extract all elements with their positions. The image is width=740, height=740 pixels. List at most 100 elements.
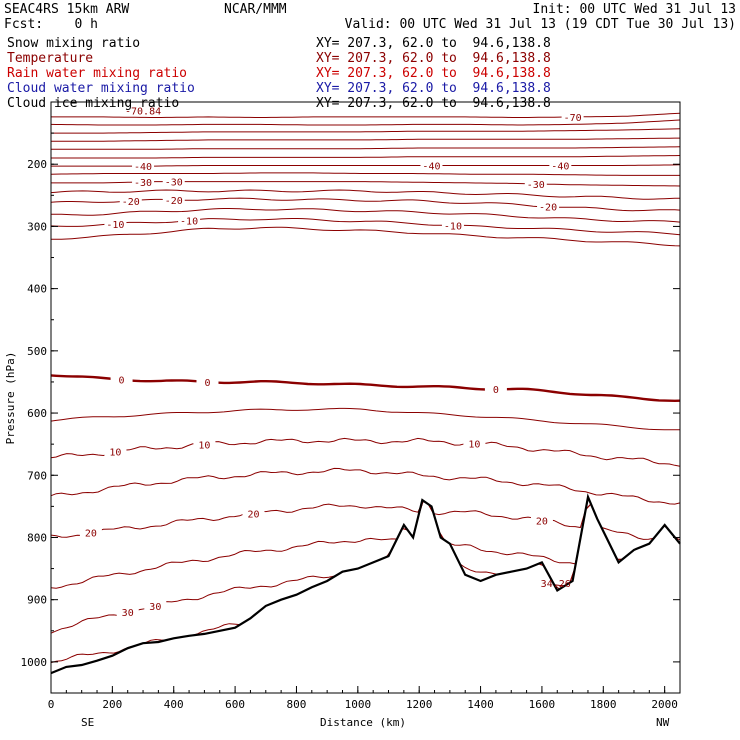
isotherm-line xyxy=(50,208,681,223)
isotherm-line xyxy=(50,437,681,467)
isotherm-label-text: 10 xyxy=(109,448,121,459)
y-tick-label: 800 xyxy=(27,531,47,544)
isotherm-label: 0 xyxy=(484,382,507,396)
isotherm-label: -30 xyxy=(132,175,155,189)
isotherm-label: -20 xyxy=(162,193,185,207)
legend-field-xy: XY= 207.3, 62.0 to 94.6,138.8 xyxy=(316,51,551,66)
y-tick-label: 500 xyxy=(27,345,47,358)
legend-field-xy: XY= 207.3, 62.0 to 94.6,138.8 xyxy=(316,96,551,111)
isotherm-line xyxy=(50,119,681,126)
x-tick-label: 1400 xyxy=(467,698,494,711)
y-tick-label: 200 xyxy=(27,158,47,171)
isotherm-label-text: 20 xyxy=(247,509,259,520)
x-tick-label: 1800 xyxy=(590,698,617,711)
isotherm-label-text: 0 xyxy=(204,378,210,389)
contour-labels: -70 -40 -40 -40 -30 -30 -30 -20 -20 -20 -10 -10 -10 0… xyxy=(79,106,584,619)
x-axis-label: Distance (km) xyxy=(320,716,406,729)
isotherm-line xyxy=(51,137,680,142)
isotherm-label: -10 xyxy=(178,214,201,227)
y-tick-label: 300 xyxy=(27,220,47,233)
isotherm-label: -10 xyxy=(104,217,127,231)
isotherm-label-text: -20 xyxy=(122,197,140,208)
isotherm-label: 0 xyxy=(196,375,219,389)
y-tick-label: 600 xyxy=(27,407,47,420)
isotherm-label: -10 xyxy=(441,219,464,233)
contour-extreme-label: 34.26 xyxy=(541,579,571,590)
x-tick-label: 800 xyxy=(287,698,307,711)
y-tick-label: 900 xyxy=(27,594,47,607)
isotherm-label: 10 xyxy=(463,437,486,450)
isotherm-label: 10 xyxy=(193,438,216,451)
isotherm-label: -30 xyxy=(162,175,185,189)
isotherm-label-text: -70 xyxy=(564,113,582,124)
x-tick-label: 2000 xyxy=(651,698,678,711)
x-tick-label: 1000 xyxy=(345,698,372,711)
x-tick-label: 600 xyxy=(225,698,245,711)
y-axis-label: Pressure (hPa) xyxy=(4,352,17,445)
x-tick-label: 0 xyxy=(48,698,55,711)
isotherm-label-text: -10 xyxy=(106,220,124,231)
isotherm-line xyxy=(50,500,681,664)
isotherm-label: -30 xyxy=(524,177,547,191)
x-tick-label: 400 xyxy=(164,698,184,711)
legend-field-label: Temperature xyxy=(7,51,94,66)
legend-field-label: Cloud water mixing ratio xyxy=(7,81,195,96)
legend-field-label: Cloud ice mixing ratio xyxy=(7,96,180,111)
isotherm-line xyxy=(51,146,681,150)
x-end-label-left: SE xyxy=(81,716,94,729)
isotherm-line xyxy=(50,197,681,212)
contour-extreme-label: -70.84 xyxy=(125,106,161,117)
terrain-layer xyxy=(50,493,681,675)
isotherm-label-text: -10 xyxy=(444,222,462,233)
isotherm-line xyxy=(50,172,680,176)
x-tick-label: 200 xyxy=(102,698,122,711)
isotherm-label: -20 xyxy=(537,200,560,213)
y-tick-label: 700 xyxy=(27,469,47,482)
isotherm-label-text: 30 xyxy=(149,602,161,613)
x-axis-ticks: 0 200 400 600 800 1000 1200 1400 1600 1800 2000 xyxy=(48,686,681,711)
isotherm-label-text: -40 xyxy=(134,162,152,173)
isotherm-label-text: -20 xyxy=(539,202,557,213)
isotherm-label: -40 xyxy=(420,159,443,172)
isotherm-label-text: 0 xyxy=(119,375,125,386)
isotherm-label: 20 xyxy=(530,514,553,528)
isotherm-line xyxy=(50,189,681,200)
x-tick-label: 1600 xyxy=(529,698,556,711)
isotherm-line xyxy=(51,164,681,167)
isotherm-label: 30 xyxy=(116,605,139,619)
legend-field-label: Snow mixing ratio xyxy=(7,36,141,51)
isotherm-label: -40 xyxy=(132,160,155,173)
header-valid-time: Valid: 00 UTC Wed 31 Jul 13 (19 CDT Tue … xyxy=(344,17,736,32)
header-center: NCAR/MMM xyxy=(224,2,287,17)
y-tick-label: 400 xyxy=(27,283,47,296)
isotherm-label: 10 xyxy=(104,445,127,459)
isotherm-line xyxy=(51,155,681,159)
plot-frame xyxy=(50,101,681,694)
isotherm-label-text: -30 xyxy=(134,178,152,189)
isotherm-label: -70 xyxy=(561,110,584,124)
header-model-title: SEAC4RS 15km ARW xyxy=(4,2,130,17)
isotherm-line xyxy=(50,218,681,236)
isotherm-line xyxy=(50,407,681,431)
isotherm-label-text: 30 xyxy=(122,608,134,619)
isotherm-label-text: -20 xyxy=(165,196,183,207)
y-tick-label: 1000 xyxy=(21,656,48,669)
x-end-label-right: NW xyxy=(656,716,670,729)
isotherm-label-text: -30 xyxy=(527,180,545,191)
header-forecast-hour: Fcst: 0 h xyxy=(4,17,98,32)
isotherm-line xyxy=(50,500,681,541)
isotherm-label: -40 xyxy=(549,159,572,172)
isotherm-label-text: 0 xyxy=(493,385,499,396)
isotherm-label-text: 20 xyxy=(85,529,97,540)
isotherm-line xyxy=(51,226,681,247)
isotherm-layer xyxy=(50,112,681,664)
isotherm-line xyxy=(50,500,681,634)
isotherm-label-text: -40 xyxy=(551,161,569,172)
legend-field-xy: XY= 207.3, 62.0 to 94.6,138.8 xyxy=(316,66,551,81)
isotherm-label: -20 xyxy=(119,194,142,208)
isotherm-line xyxy=(50,374,681,403)
isotherm-label: 30 xyxy=(144,599,167,613)
isotherm-line xyxy=(51,128,681,134)
